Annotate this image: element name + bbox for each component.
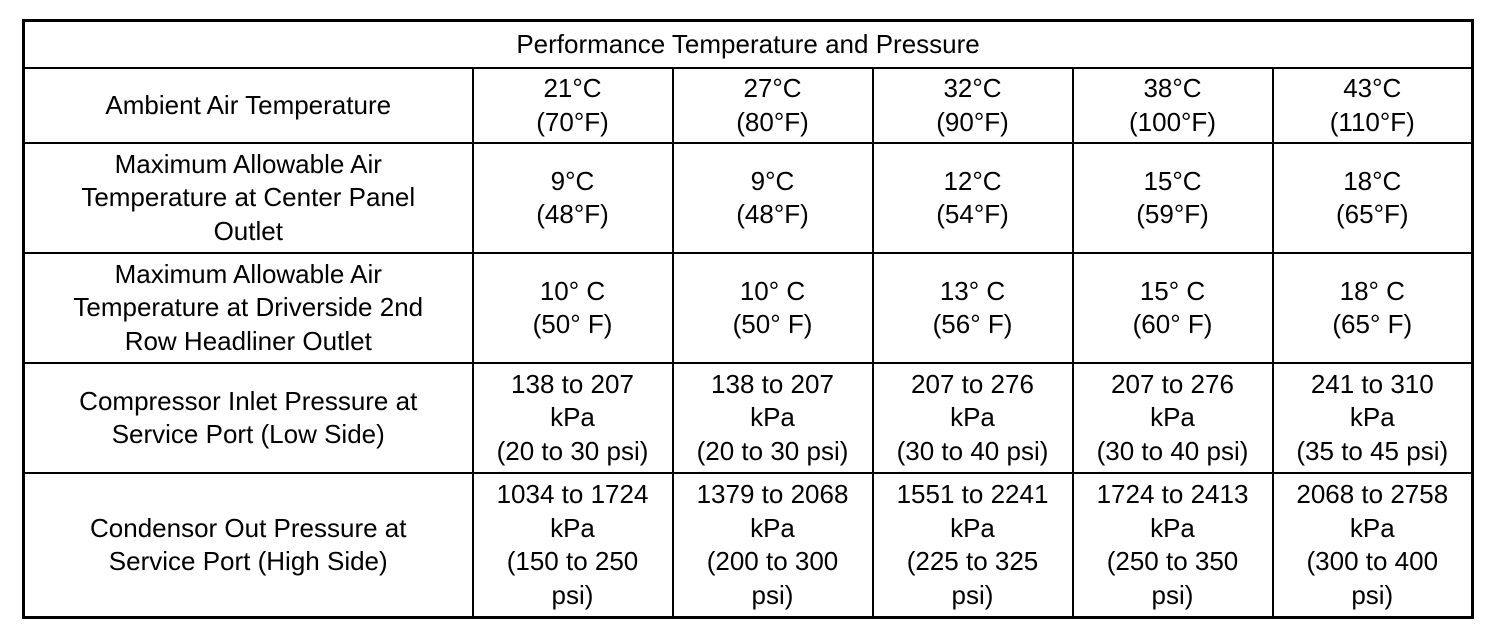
table-cell: 15°C (59°F) [1071, 142, 1274, 254]
table-cell: 18°C (65°F) [1271, 142, 1474, 254]
table-row: Compressor Inlet Pressure at Service Por… [22, 362, 1474, 474]
table-cell: 1034 to 1724 kPa (150 to 250 psi) [471, 472, 674, 619]
table-cell: 1379 to 2068 kPa (200 to 300 psi) [671, 472, 874, 619]
table-row: Maximum Allowable Air Temperature at Dri… [22, 252, 1474, 364]
table-cell: 241 to 310 kPa (35 to 45 psi) [1271, 362, 1474, 474]
table-cell: 10° C (50° F) [471, 252, 674, 364]
table-cell: 1724 to 2413 kPa (250 to 350 psi) [1071, 472, 1274, 619]
table-row: Condensor Out Pressure at Service Port (… [22, 472, 1474, 619]
performance-table: Performance Temperature and Pressure Amb… [22, 19, 1475, 619]
table-cell: 9°C (48°F) [671, 142, 874, 254]
table-row: Maximum Allowable Air Temperature at Cen… [22, 142, 1474, 254]
table-row: Ambient Air Temperature 21°C (70°F) 27°C… [22, 67, 1474, 144]
table-title: Performance Temperature and Pressure [22, 19, 1474, 69]
table-cell: 27°C (80°F) [671, 67, 874, 144]
table-title-row: Performance Temperature and Pressure [22, 19, 1474, 69]
table-cell: 13° C (56° F) [871, 252, 1074, 364]
row-label: Maximum Allowable Air Temperature at Dri… [22, 252, 474, 364]
table-cell: 138 to 207 kPa (20 to 30 psi) [671, 362, 874, 474]
row-label: Maximum Allowable Air Temperature at Cen… [22, 142, 474, 254]
table-cell: 10° C (50° F) [671, 252, 874, 364]
table-cell: 12°C (54°F) [871, 142, 1074, 254]
table-cell: 207 to 276 kPa (30 to 40 psi) [871, 362, 1074, 474]
table-cell: 1551 to 2241 kPa (225 to 325 psi) [871, 472, 1074, 619]
table-cell: 2068 to 2758 kPa (300 to 400 psi) [1271, 472, 1474, 619]
table-cell: 15° C (60° F) [1071, 252, 1274, 364]
table-cell: 9°C (48°F) [471, 142, 674, 254]
table-cell: 138 to 207 kPa (20 to 30 psi) [471, 362, 674, 474]
table-cell: 207 to 276 kPa (30 to 40 psi) [1071, 362, 1274, 474]
table-cell: 38°C (100°F) [1071, 67, 1274, 144]
row-label: Condensor Out Pressure at Service Port (… [22, 472, 474, 619]
table-cell: 18° C (65° F) [1271, 252, 1474, 364]
table-cell: 32°C (90°F) [871, 67, 1074, 144]
row-label: Compressor Inlet Pressure at Service Por… [22, 362, 474, 474]
table-cell: 21°C (70°F) [471, 67, 674, 144]
table-cell: 43°C (110°F) [1271, 67, 1474, 144]
row-label: Ambient Air Temperature [22, 67, 474, 144]
